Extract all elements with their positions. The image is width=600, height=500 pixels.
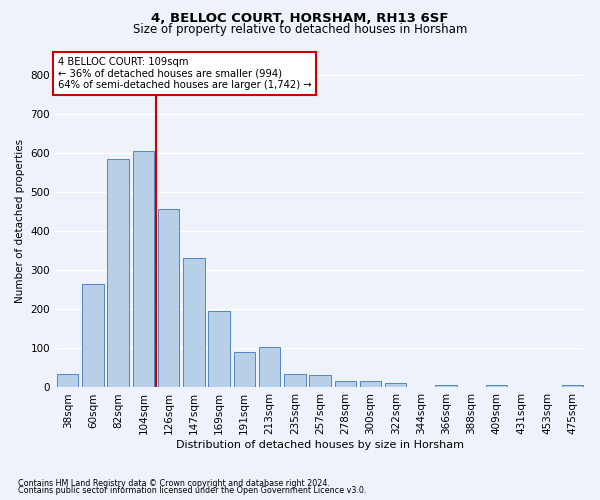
Text: 4, BELLOC COURT, HORSHAM, RH13 6SF: 4, BELLOC COURT, HORSHAM, RH13 6SF [151,12,449,26]
Bar [486,385,508,388]
Bar [385,383,406,388]
Bar [233,352,255,388]
Bar [107,158,129,388]
Bar [335,381,356,388]
Bar [183,258,205,388]
Bar [436,385,457,388]
Text: Contains HM Land Registry data © Crown copyright and database right 2024.: Contains HM Land Registry data © Crown c… [18,478,330,488]
Bar [360,381,381,388]
Bar [208,311,230,388]
Bar [158,210,179,388]
Bar [259,347,280,388]
Y-axis label: Number of detached properties: Number of detached properties [15,139,25,304]
Bar [82,284,104,388]
Bar [57,374,79,388]
Bar [133,151,154,388]
Bar [284,374,305,388]
X-axis label: Distribution of detached houses by size in Horsham: Distribution of detached houses by size … [176,440,464,450]
Text: Contains public sector information licensed under the Open Government Licence v3: Contains public sector information licen… [18,486,367,495]
Bar [309,375,331,388]
Text: 4 BELLOC COURT: 109sqm
← 36% of detached houses are smaller (994)
64% of semi-de: 4 BELLOC COURT: 109sqm ← 36% of detached… [58,56,311,90]
Bar [562,385,583,388]
Text: Size of property relative to detached houses in Horsham: Size of property relative to detached ho… [133,22,467,36]
